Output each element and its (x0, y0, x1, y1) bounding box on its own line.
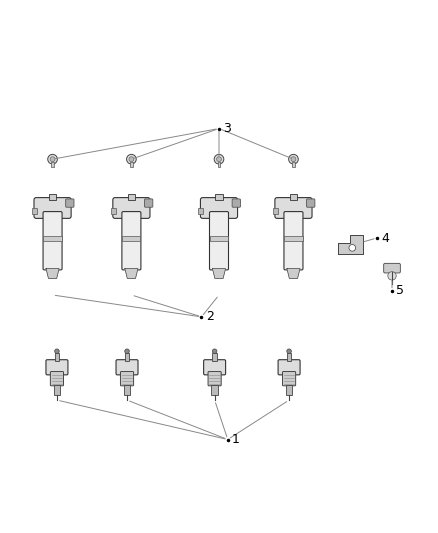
FancyBboxPatch shape (275, 198, 312, 219)
Text: 1: 1 (232, 433, 240, 446)
FancyBboxPatch shape (34, 198, 71, 219)
FancyBboxPatch shape (116, 360, 138, 375)
Bar (49, 195, 56, 200)
Circle shape (349, 245, 356, 251)
Circle shape (388, 272, 396, 280)
Bar (210, 236, 228, 241)
Bar (212, 353, 217, 361)
FancyBboxPatch shape (145, 199, 153, 207)
Polygon shape (46, 269, 59, 278)
Bar (51, 161, 54, 167)
Circle shape (129, 157, 134, 161)
Bar (284, 236, 303, 241)
FancyBboxPatch shape (232, 199, 240, 207)
Circle shape (127, 155, 136, 164)
Bar (287, 353, 291, 361)
FancyBboxPatch shape (283, 372, 296, 386)
FancyBboxPatch shape (384, 263, 400, 273)
Circle shape (212, 349, 217, 353)
Bar (43, 236, 62, 241)
Bar (198, 208, 204, 214)
Bar (128, 195, 135, 200)
Bar (215, 195, 223, 200)
Text: 2: 2 (206, 310, 214, 324)
Text: 5: 5 (396, 284, 404, 297)
FancyBboxPatch shape (278, 360, 300, 375)
Circle shape (289, 155, 298, 164)
Bar (124, 385, 131, 395)
Bar (272, 208, 278, 214)
Bar (286, 385, 293, 395)
Circle shape (291, 157, 296, 161)
Bar (211, 385, 218, 395)
FancyBboxPatch shape (208, 372, 221, 386)
FancyBboxPatch shape (284, 212, 303, 270)
Circle shape (48, 155, 57, 164)
FancyBboxPatch shape (50, 372, 64, 386)
FancyBboxPatch shape (307, 199, 315, 207)
Bar (292, 161, 295, 167)
Polygon shape (212, 269, 226, 278)
Circle shape (55, 349, 59, 353)
Bar (110, 208, 116, 214)
FancyBboxPatch shape (122, 212, 141, 270)
Polygon shape (338, 235, 363, 254)
Text: 4: 4 (381, 231, 389, 245)
Polygon shape (125, 269, 138, 278)
Circle shape (287, 349, 291, 353)
FancyBboxPatch shape (204, 360, 226, 375)
FancyBboxPatch shape (120, 372, 134, 386)
Circle shape (50, 157, 55, 161)
Bar (55, 353, 59, 361)
Bar (32, 208, 37, 214)
Circle shape (216, 157, 221, 161)
Text: 3: 3 (223, 122, 231, 135)
FancyBboxPatch shape (46, 360, 68, 375)
FancyBboxPatch shape (43, 212, 62, 270)
Bar (290, 195, 297, 200)
Bar (125, 353, 129, 361)
FancyBboxPatch shape (201, 198, 237, 219)
Circle shape (214, 155, 224, 164)
Bar (218, 161, 220, 167)
Bar (130, 161, 133, 167)
Bar (53, 385, 60, 395)
FancyBboxPatch shape (66, 199, 74, 207)
FancyBboxPatch shape (209, 212, 229, 270)
Polygon shape (287, 269, 300, 278)
FancyBboxPatch shape (113, 198, 150, 219)
Circle shape (125, 349, 129, 353)
Bar (122, 236, 141, 241)
